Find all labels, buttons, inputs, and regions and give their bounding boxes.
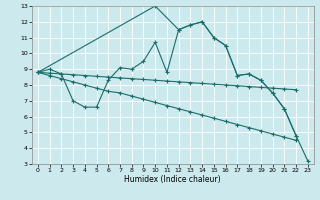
- X-axis label: Humidex (Indice chaleur): Humidex (Indice chaleur): [124, 175, 221, 184]
